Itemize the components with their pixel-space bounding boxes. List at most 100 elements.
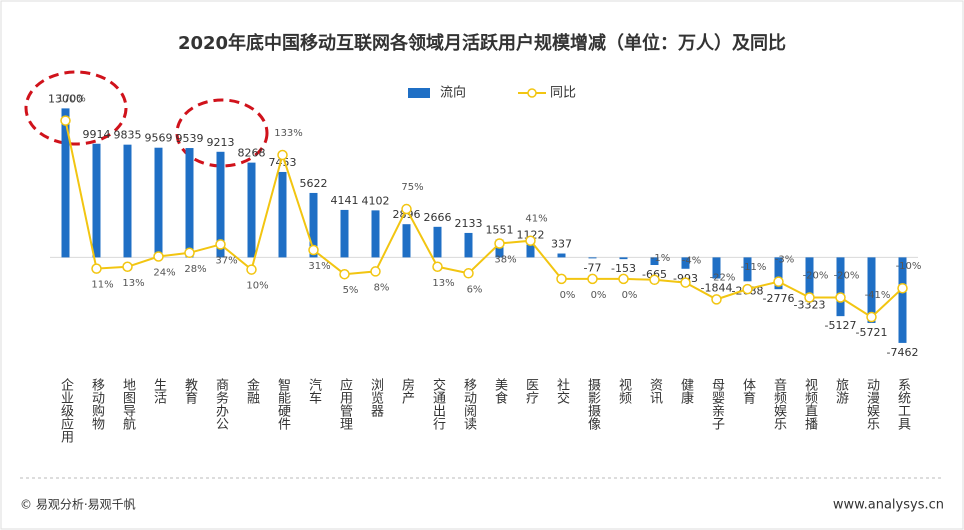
line-point	[804, 292, 815, 303]
line-label: 13%	[432, 278, 454, 289]
bar	[898, 257, 907, 343]
bar	[464, 232, 473, 258]
bar-label: 337	[551, 238, 572, 251]
x-tick-label: 视频直播	[802, 378, 818, 430]
x-tick-label: 体育	[740, 378, 756, 405]
line-point	[897, 282, 908, 294]
line-point	[556, 273, 567, 285]
bar-label: 5622	[300, 177, 328, 190]
line-label: 37%	[215, 255, 237, 266]
x-tick-label: 音频娱乐	[771, 377, 787, 430]
bar	[216, 151, 225, 258]
source: © 易观分析·易观千帆	[20, 497, 136, 512]
bar	[712, 257, 721, 279]
bar-label: -1844	[701, 282, 733, 295]
bar-label: -5127	[825, 319, 857, 332]
bar	[867, 257, 876, 323]
bar-label: -2776	[763, 292, 795, 305]
bar	[278, 171, 287, 258]
bar	[774, 257, 783, 290]
line	[64, 120, 904, 319]
line-point	[246, 264, 257, 275]
bar	[650, 257, 659, 266]
highlight-circle	[175, 98, 269, 168]
line-point	[91, 263, 102, 274]
bar-label: 1551	[486, 224, 514, 237]
legend-label: 流向	[440, 85, 466, 101]
bar	[526, 244, 535, 258]
line-point	[587, 273, 598, 285]
x-tick-label: 社交	[554, 377, 570, 404]
line-label: 31%	[308, 261, 330, 272]
line-point	[153, 251, 164, 262]
bar	[681, 257, 690, 269]
bar-label: 2133	[455, 217, 483, 230]
line-label: 10%	[246, 281, 268, 292]
bar-label: 9914	[83, 128, 111, 141]
bar	[185, 148, 194, 258]
line-point	[649, 274, 660, 286]
bar	[309, 192, 318, 258]
line-point	[494, 238, 505, 249]
bar-label: -3323	[794, 298, 826, 311]
line-label: 8%	[374, 282, 390, 293]
line-point	[277, 149, 288, 161]
line-label: -3%	[775, 255, 794, 266]
x-tick-label: 旅游	[833, 378, 849, 404]
line-point	[432, 261, 443, 273]
bar	[247, 162, 256, 258]
x-tick-label: 地图导航	[120, 378, 136, 431]
bar-label: -153	[611, 262, 636, 275]
line-point	[680, 277, 691, 288]
bar-label: 8268	[238, 147, 266, 160]
x-tick-label: 智能硬件	[275, 378, 291, 430]
bar	[123, 144, 132, 258]
line-label: 170%	[57, 94, 86, 105]
line-point	[525, 235, 536, 246]
line-point	[339, 268, 350, 280]
x-tick-label: 医疗	[523, 378, 539, 404]
x-tick-label: 教育	[182, 377, 198, 405]
line-point	[122, 261, 133, 273]
legend-swatch	[527, 88, 537, 98]
bar	[743, 257, 752, 282]
line-label: 6%	[467, 284, 483, 295]
x-tick-label: 浏览器	[368, 377, 384, 418]
bar	[92, 143, 101, 258]
bar-label: -5721	[856, 326, 888, 339]
line-point	[711, 294, 722, 305]
x-tick-label: 汽车	[306, 378, 322, 404]
line-label: 75%	[401, 182, 423, 193]
bar	[619, 257, 628, 260]
x-tick-label: 健康	[678, 378, 694, 404]
line-point	[618, 273, 629, 285]
website: www.analysys.cn	[833, 498, 944, 513]
line-label: 0%	[560, 290, 576, 301]
legend-swatch	[408, 88, 430, 98]
line-label: -41%	[865, 290, 891, 301]
x-tick-label: 生活	[151, 378, 167, 404]
x-tick-label: 移动购物	[89, 378, 105, 431]
bar	[805, 257, 814, 296]
line-label: -20%	[834, 271, 860, 282]
bar	[433, 226, 442, 258]
x-tick-label: 美食	[492, 378, 508, 404]
bar-label: 4141	[331, 194, 359, 207]
x-tick-label: 移动阅读	[461, 378, 477, 430]
bar-label: -665	[642, 268, 667, 281]
bar-label: 2666	[424, 211, 452, 224]
line-label: -10%	[896, 261, 922, 272]
line-point	[308, 244, 319, 256]
x-tick-label: 母婴亲子	[709, 378, 725, 430]
bar	[61, 108, 70, 258]
line-label: 0%	[622, 290, 638, 301]
x-tick-label: 企业级应用	[58, 377, 74, 444]
x-tick-label: 动漫娱乐	[864, 378, 880, 430]
x-tick-label: 房产	[399, 377, 415, 405]
bar	[402, 224, 411, 258]
bar	[340, 209, 349, 258]
line-label: 5%	[343, 285, 359, 296]
bar-label: 7453	[269, 156, 297, 169]
line-label: 11%	[91, 280, 113, 291]
